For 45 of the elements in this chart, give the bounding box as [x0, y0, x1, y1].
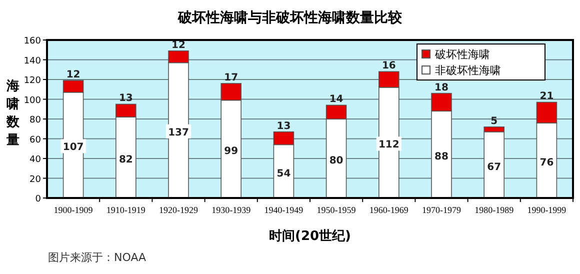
data-label: 54 — [276, 168, 291, 180]
data-label: 107 — [62, 142, 84, 154]
data-label: 12 — [66, 69, 80, 80]
legend-label: 非破坏性海啸 — [435, 64, 501, 77]
y-tick-label: 0 — [35, 194, 42, 204]
data-label: 13 — [118, 93, 133, 104]
y-tick-label: 140 — [24, 56, 42, 66]
data-label: 13 — [276, 120, 291, 132]
data-label: 99 — [224, 146, 238, 158]
x-tick-label: 1950-1959 — [316, 205, 356, 215]
y-tick-label: 20 — [30, 174, 42, 185]
x-tick-label: 1940-1949 — [264, 205, 304, 215]
data-label: 82 — [118, 154, 133, 166]
x-tick-label: 1900-1909 — [54, 205, 94, 215]
data-label: 5 — [490, 116, 498, 127]
data-label: 17 — [224, 72, 238, 84]
y-tick-label: 40 — [30, 155, 42, 165]
x-tick-label: 1970-1979 — [422, 205, 462, 215]
data-label: 80 — [329, 156, 344, 166]
x-tick-label: 1960-1969 — [369, 205, 409, 215]
data-label: 112 — [378, 140, 400, 151]
data-label: 76 — [540, 157, 554, 168]
chart-title: 破坏性海啸与非破坏性海啸数量比较 — [177, 10, 403, 26]
legend-label: 破坏性海啸 — [434, 48, 490, 61]
y-tick-label: 60 — [30, 135, 42, 146]
y-axis-title: 海啸数量 — [6, 79, 20, 148]
data-label: 16 — [382, 60, 396, 72]
data-label: 14 — [329, 94, 344, 106]
x-tick-label: 1910-1919 — [106, 205, 146, 215]
x-axis-title: 时间(20世纪) — [269, 229, 351, 244]
data-label: 12 — [172, 40, 186, 51]
y-tick-label: 100 — [24, 96, 42, 106]
text: 图片来源于：NOAA — [48, 251, 147, 264]
data-label: 88 — [434, 152, 448, 163]
data-label: 67 — [487, 162, 502, 173]
data-label: 137 — [168, 127, 189, 138]
y-tick-label: 160 — [24, 36, 42, 46]
x-tick-label: 1930-1939 — [212, 205, 252, 215]
x-tick-label: 1980-1989 — [474, 205, 514, 215]
y-tick-label: 120 — [24, 76, 42, 86]
data-label: 18 — [434, 82, 448, 94]
x-tick-label: 1920-1929 — [159, 205, 198, 215]
data-label: 21 — [540, 91, 554, 102]
x-tick-label: 1990-1999 — [527, 205, 567, 215]
y-tick-label: 80 — [30, 116, 42, 126]
